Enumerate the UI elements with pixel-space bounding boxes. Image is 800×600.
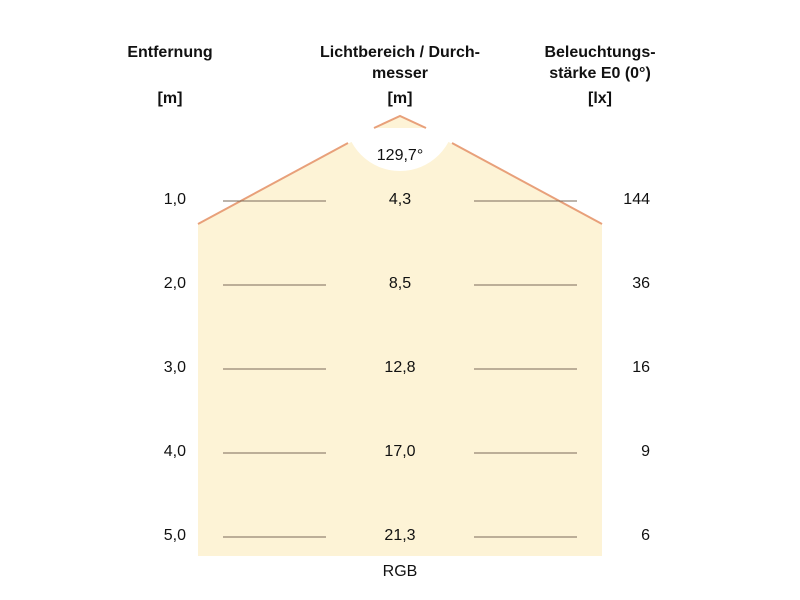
illuminance-value: 6 <box>641 527 650 544</box>
beam-angle-label: 129,7° <box>376 147 424 164</box>
distance-value: 5,0 <box>163 527 186 544</box>
light-cone-fill <box>198 116 602 556</box>
product-variant-label: RGB <box>382 563 418 580</box>
illuminance-header: Beleuchtungs- stärke E0 (0°) <box>520 42 680 84</box>
distance-header-title: Entfernung <box>127 44 213 61</box>
illuminance-header-line2: stärke E0 (0°) <box>549 65 651 82</box>
distance-value: 3,0 <box>163 359 186 376</box>
diameter-value: 12,8 <box>384 359 416 376</box>
light-source-peak <box>374 116 426 128</box>
distance-header: Entfernung <box>110 42 230 63</box>
diameter-header-line1: Lichtbereich / Durch- <box>319 44 481 61</box>
diameter-header-line2: messer <box>371 65 429 82</box>
row-lines <box>223 200 577 538</box>
beam-edge-right <box>451 142 603 225</box>
illuminance-value: 9 <box>641 443 650 460</box>
distance-value: 4,0 <box>163 443 186 460</box>
diameter-value: 21,3 <box>384 527 416 544</box>
diameter-value: 17,0 <box>384 443 416 460</box>
illuminance-value: 36 <box>632 275 650 292</box>
distance-value: 2,0 <box>163 275 186 292</box>
light-source-edge <box>373 114 427 129</box>
illuminance-unit: [lx] <box>588 90 612 107</box>
distance-unit: [m] <box>157 90 183 107</box>
diameter-value: 8,5 <box>388 275 412 292</box>
illuminance-value: 144 <box>623 191 650 208</box>
diameter-unit: [m] <box>387 90 413 107</box>
illuminance-value: 16 <box>632 359 650 376</box>
illuminance-header-line1: Beleuchtungs- <box>544 44 656 61</box>
diameter-header: Lichtbereich / Durch- messer <box>300 42 500 84</box>
beam-edge-left <box>197 142 349 225</box>
diameter-value: 4,3 <box>388 191 412 208</box>
distance-value: 1,0 <box>163 191 186 208</box>
